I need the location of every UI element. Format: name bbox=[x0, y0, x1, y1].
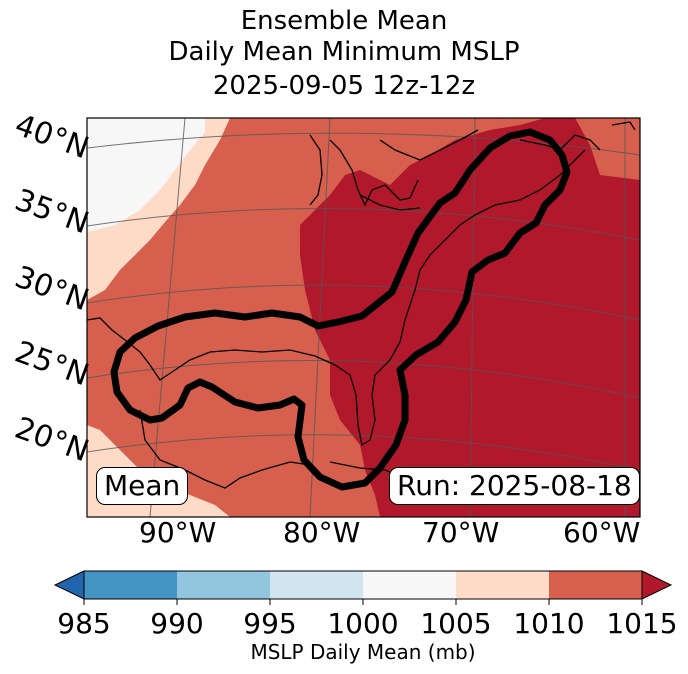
title-line-2: Daily Mean Minimum MSLP bbox=[168, 37, 520, 67]
lon-label-90: 90°W bbox=[139, 516, 216, 549]
lon-label-80: 80°W bbox=[283, 516, 360, 549]
colorbar-tick: 1015 bbox=[606, 607, 677, 640]
pressure-field-above-1015 bbox=[300, 118, 640, 517]
title-line-3: 2025-09-05 12z-12z bbox=[212, 71, 476, 101]
lat-label-35: 35°N bbox=[10, 183, 93, 242]
colorbar-extend-high bbox=[641, 570, 673, 600]
colorbar-bin-1000-1005 bbox=[363, 571, 456, 599]
colorbar-bin-1005-1010 bbox=[456, 571, 549, 599]
pressure-field-1000-1005 bbox=[87, 118, 205, 232]
lat-label-25: 25°N bbox=[10, 335, 93, 394]
colorbar-tick: 985 bbox=[57, 607, 110, 640]
colorbar-extend-low bbox=[53, 570, 85, 600]
lat-label-30: 30°N bbox=[10, 260, 93, 319]
colorbar-tick: 1010 bbox=[513, 607, 584, 640]
title-line-1: Ensemble Mean bbox=[240, 6, 448, 36]
colorbar-bin-990-995 bbox=[177, 571, 270, 599]
lon-label-60: 60°W bbox=[563, 516, 640, 549]
map-panel bbox=[87, 118, 640, 517]
mean-label-box: Mean bbox=[96, 467, 189, 505]
coastlines bbox=[87, 121, 636, 489]
map-frame bbox=[86, 117, 641, 518]
colorbar-bin-985-990 bbox=[84, 571, 177, 599]
lat-label-20: 20°N bbox=[10, 411, 93, 470]
colorbar: 985 990 995 1000 1005 1010 1015 bbox=[53, 570, 678, 640]
lon-label-70: 70°W bbox=[422, 516, 499, 549]
colorbar-bin-1010-1015 bbox=[549, 571, 642, 599]
colorbar-tick: 990 bbox=[150, 607, 203, 640]
mean-contour bbox=[110, 128, 571, 491]
colorbar-tick: 995 bbox=[243, 607, 296, 640]
lat-label-40: 40°N bbox=[10, 108, 93, 167]
colorbar-tick: 1000 bbox=[327, 607, 398, 640]
colorbar-label: MSLP Daily Mean (mb) bbox=[250, 640, 476, 664]
run-date-box: Run: 2025-08-18 bbox=[389, 467, 640, 505]
colorbar-tick: 1005 bbox=[420, 607, 491, 640]
colorbar-bin-995-1000 bbox=[270, 571, 363, 599]
graticule bbox=[87, 118, 640, 517]
